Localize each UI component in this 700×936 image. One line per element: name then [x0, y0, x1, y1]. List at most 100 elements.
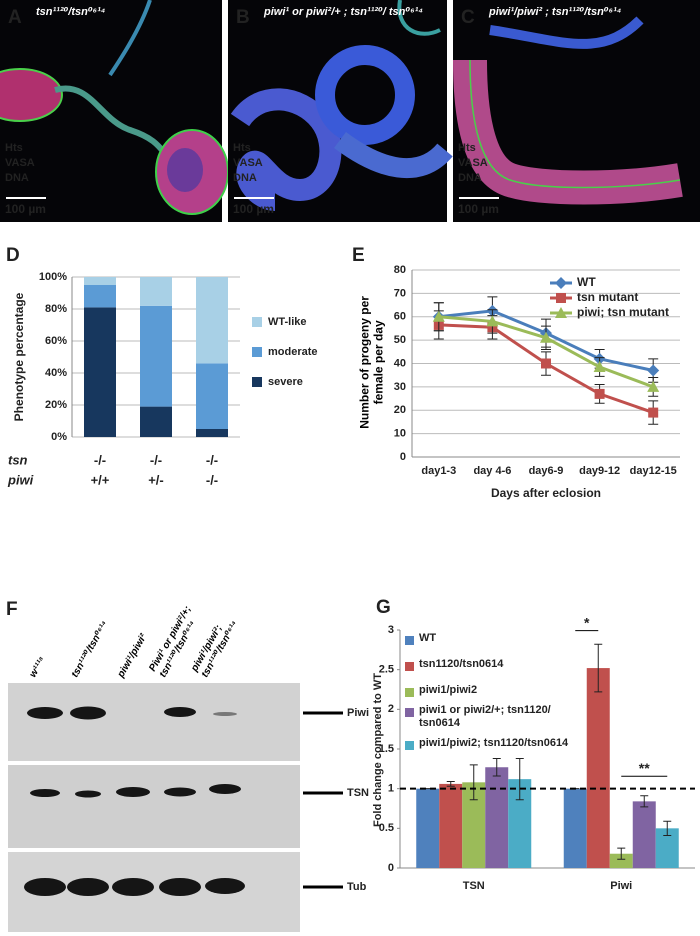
y-tick-label: 80 — [394, 264, 406, 276]
x-tick-label: day12-15 — [630, 465, 677, 477]
category-row-name: piwi — [7, 472, 34, 487]
y-tick-label: 0 — [388, 862, 394, 874]
panel-label: F — [6, 599, 18, 620]
legend-label: severe — [268, 376, 303, 388]
x-tick-label: -/- — [206, 452, 218, 467]
stain-label: Hts — [458, 142, 476, 154]
x-tick-label: TSN — [463, 880, 485, 892]
bar-segment — [84, 277, 116, 285]
legend-label: moderate — [268, 346, 318, 358]
significance-label: * — [584, 614, 590, 630]
blot-panel — [8, 683, 300, 761]
band-label: TSN — [347, 787, 369, 799]
genotype: piwi¹ or piwi²/+ ; tsn¹¹²⁰/ tsn⁰⁶¹⁴ — [264, 6, 424, 18]
y-axis-title: Fold change compared to WT — [372, 673, 384, 827]
bar-segment — [140, 406, 172, 437]
marker — [556, 293, 566, 303]
legend-label: piwi1/piwi2; tsn1120/tsn0614 — [419, 737, 569, 749]
marker — [647, 364, 660, 377]
bar — [462, 782, 486, 868]
y-tick-label: 3 — [388, 624, 394, 636]
legend-swatch — [405, 688, 414, 697]
category-row-name: tsn — [8, 452, 28, 467]
panel-label: D — [6, 245, 20, 266]
panel-label: B — [236, 7, 250, 28]
bar — [563, 788, 587, 868]
panel-label: C — [461, 7, 475, 28]
panel-label: G — [376, 597, 391, 618]
y-tick-label: 100% — [39, 271, 67, 283]
bar-segment — [196, 363, 228, 429]
bar — [586, 668, 610, 868]
legend-swatch — [405, 662, 414, 671]
bar-segment — [196, 277, 228, 364]
stain-label: VASA — [233, 157, 263, 169]
y-tick-label: 1.5 — [379, 743, 394, 755]
panel-label: E — [352, 245, 365, 266]
legend-swatch — [405, 741, 414, 750]
legend-label: piwi1 or piwi2/+; tsn1120/ tsn0614 — [419, 704, 551, 730]
y-tick-label: 0 — [400, 451, 406, 463]
tissue — [0, 68, 63, 122]
x-tick-label: day6-9 — [529, 465, 564, 477]
legend-swatch — [252, 347, 262, 357]
bar-segment — [84, 307, 116, 437]
marker — [486, 315, 499, 327]
y-tick-label: 70 — [394, 287, 406, 299]
stain-label: DNA — [5, 172, 29, 184]
panel-label: A — [8, 7, 22, 28]
marker — [593, 361, 606, 373]
x-tick-label: day 4-6 — [473, 465, 511, 477]
x-tick-label: +/- — [148, 472, 164, 487]
tissue — [334, 131, 453, 179]
scale-bar-label: 100 µm — [5, 202, 46, 216]
tissue — [167, 148, 203, 192]
y-tick-label: 0% — [51, 431, 67, 443]
y-tick-label: 0.5 — [379, 822, 394, 834]
y-tick-label: 60 — [394, 311, 406, 323]
marker — [541, 358, 551, 369]
marker — [647, 380, 660, 392]
band-label: Tub — [347, 881, 367, 893]
stain-label: Hts — [233, 142, 251, 154]
x-tick-label: day1-3 — [421, 465, 456, 477]
marker — [594, 388, 605, 399]
legend-label: tsn1120/tsn0614 — [419, 658, 504, 670]
bar — [632, 801, 656, 868]
x-tick-label: -/- — [150, 452, 162, 467]
bar — [655, 828, 679, 868]
y-tick-label: 50 — [394, 334, 406, 346]
blot-panel — [8, 765, 300, 848]
legend-swatch — [405, 708, 414, 717]
bar — [485, 767, 509, 868]
marker — [555, 307, 567, 318]
error-bar — [594, 643, 603, 693]
tissue — [108, 0, 152, 77]
scale-bar-label: 100 µm — [233, 202, 274, 216]
y-tick-label: 40 — [394, 357, 406, 369]
marker — [648, 407, 659, 418]
y-axis-title: Number of progeny per female per day — [357, 296, 386, 429]
error-bar — [515, 758, 524, 801]
bar-segment — [140, 277, 172, 306]
error-bar — [663, 820, 672, 836]
bar — [609, 853, 633, 868]
legend-label: WT — [577, 275, 596, 289]
y-tick-label: 30 — [394, 381, 406, 393]
x-axis-title: Days after eclosion — [491, 486, 601, 500]
bar-segment — [140, 305, 172, 407]
marker — [540, 331, 552, 343]
x-tick-label: -/- — [94, 452, 106, 467]
tissue — [469, 59, 681, 189]
x-tick-label: day9-12 — [579, 465, 620, 477]
x-tick-label: Piwi — [610, 880, 632, 892]
legend-swatch — [252, 377, 262, 387]
y-tick-label: 60% — [45, 335, 67, 347]
genotype: piwi¹/piwi² ; tsn¹¹²⁰/tsn⁰⁶¹⁴ — [489, 6, 622, 18]
y-tick-label: 10 — [394, 428, 406, 440]
y-tick-label: 80% — [45, 303, 67, 315]
bar — [416, 788, 440, 868]
legend-swatch — [405, 636, 414, 645]
legend-label: tsn mutant — [577, 290, 638, 304]
error-bar — [446, 781, 455, 787]
